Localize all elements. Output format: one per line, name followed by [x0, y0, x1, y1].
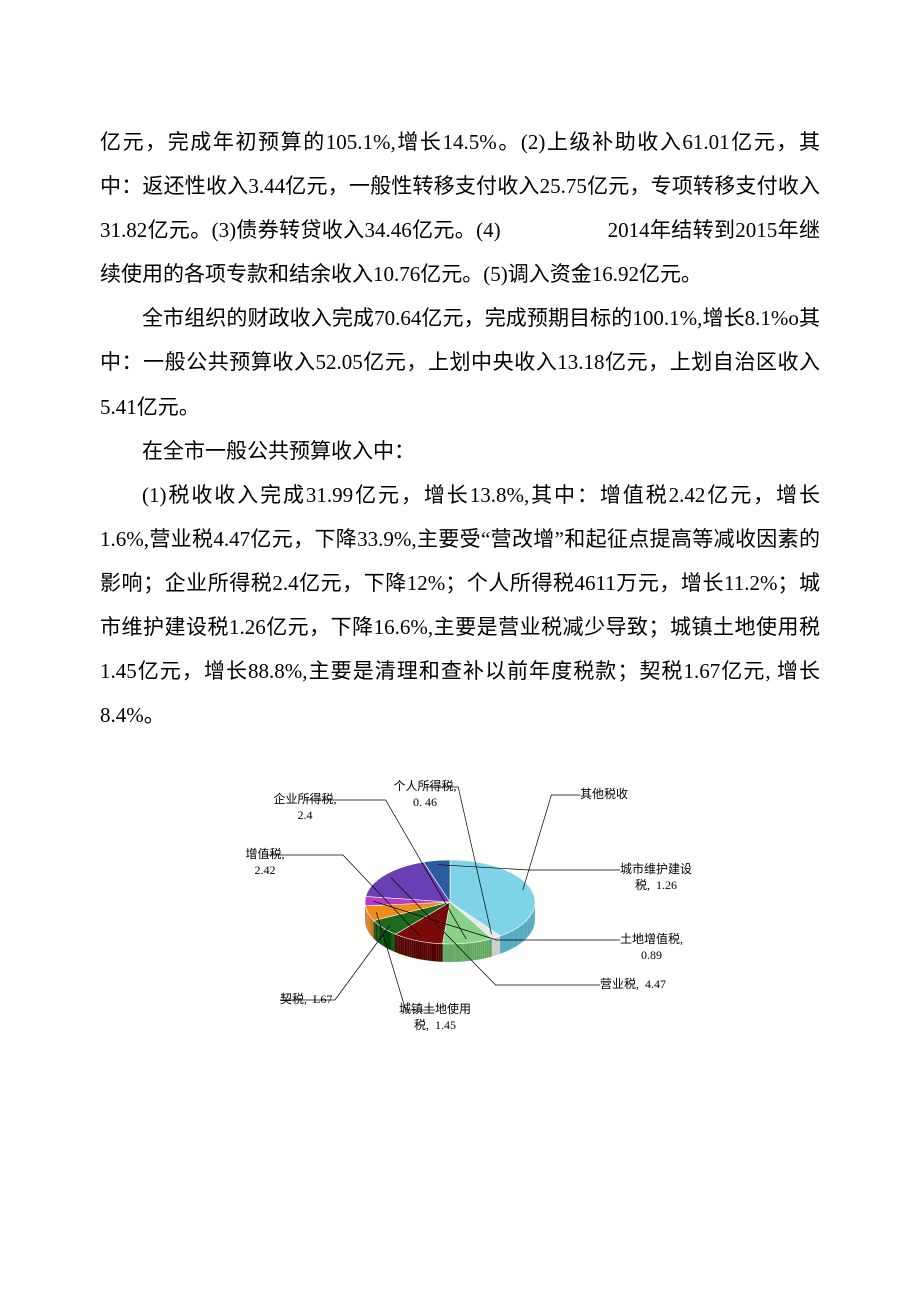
pie-label-其他税收: 其他税收 — [580, 787, 628, 803]
tax-pie-chart: 其他税收 个人所得税, 0. 46 企业所得税, 2.4 增值税, 2.42 契税, L… — [210, 767, 710, 1037]
pie-label-城镇土地使用税: 城镇土地使用 税, 1.45 — [399, 1002, 471, 1033]
paragraph-4: (1)税收收入完成31.99亿元，增长13.8%,其中：增值税2.42亿元，增长… — [100, 473, 820, 738]
leader-城镇土地使用税 — [376, 913, 435, 1011]
pie-label-增值税: 增值税, 2.42 — [245, 847, 284, 878]
pie-label-企业所得税: 企业所得税, 2.4 — [273, 792, 336, 823]
leader-土地增值税 — [374, 902, 620, 941]
leader-契税 — [280, 926, 390, 1001]
document-page: 亿元，完成年初预算的105.1%,增长14.5%。(2)上级补助收入61.01亿… — [0, 0, 920, 1097]
leader-营业税 — [391, 878, 600, 985]
paragraph-1: 亿元，完成年初预算的105.1%,增长14.5%。(2)上级补助收入61.01亿… — [100, 120, 820, 296]
paragraph-3: 在全市一般公共预算收入中： — [100, 429, 820, 473]
pie-label-城市维护建设税: 城市维护建设 税, 1.26 — [620, 862, 692, 893]
leader-增值税 — [265, 855, 421, 937]
leader-其他税收 — [523, 795, 580, 890]
pie-label-土地增值税: 土地增值税, 0.89 — [620, 932, 683, 963]
pie-label-个人所得税: 个人所得税, 0. 46 — [393, 779, 456, 810]
pie-label-契税: 契税, L67 — [280, 992, 332, 1008]
paragraph-2: 全市组织的财政收入完成70.64亿元，完成预期目标的100.1%,增长8.1%o… — [100, 296, 820, 428]
pie-label-营业税: 营业税, 4.47 — [600, 977, 666, 993]
